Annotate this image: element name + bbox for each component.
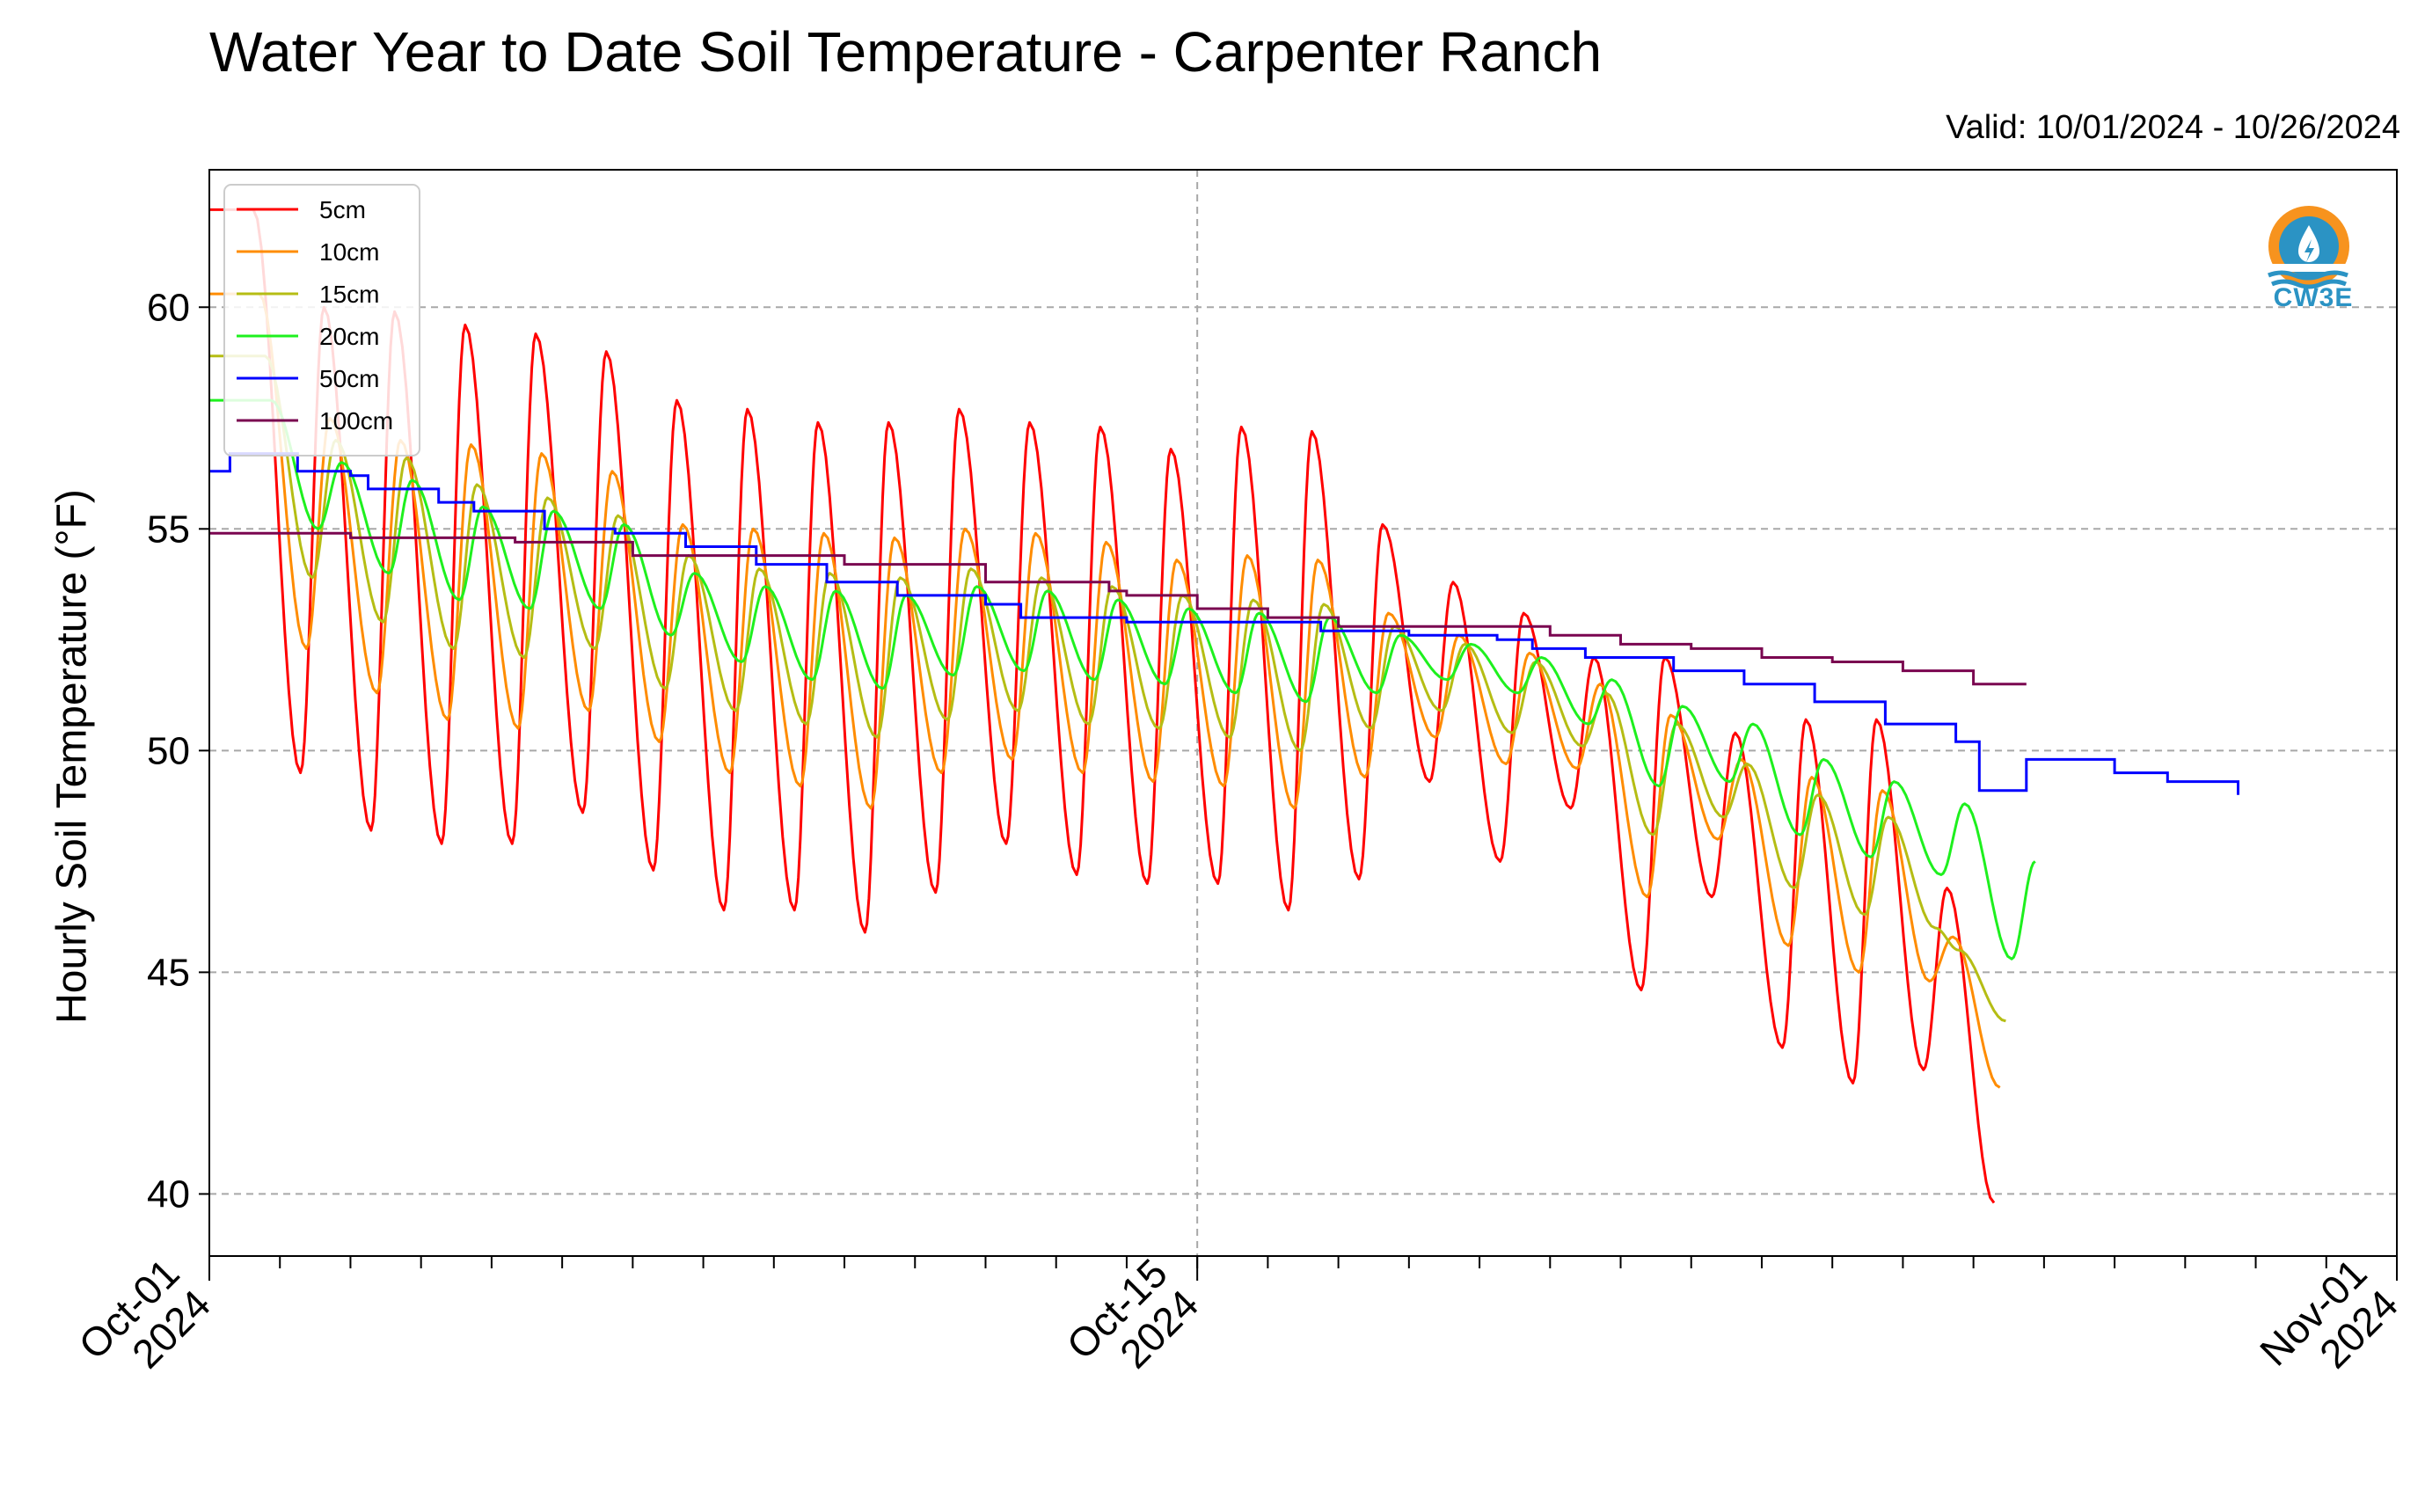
chart-title: Water Year to Date Soil Temperature - Ca… — [209, 20, 1603, 84]
legend-item-5cm[interactable]: 5cm — [237, 196, 366, 223]
y-tick-label: 40 — [147, 1172, 190, 1216]
legend-label: 15cm — [319, 281, 379, 308]
cw3e-logo-text: CW3E — [2273, 283, 2354, 312]
cw3e-water-drop-icon — [2268, 206, 2349, 289]
legend-label: 50cm — [319, 365, 379, 392]
y-tick-label: 50 — [147, 729, 190, 772]
legend[interactable]: 5cm 10cm 15cm 20cm 50cm 100cm — [223, 184, 420, 457]
legend-item-10cm[interactable]: 10cm — [237, 238, 379, 266]
series-line-5cm — [209, 208, 1996, 1204]
valid-date-range: Valid: 10/01/2024 - 10/26/2024 — [1946, 109, 2400, 146]
y-tick-label: 55 — [147, 508, 190, 551]
y-tick-label: 60 — [147, 286, 190, 329]
legend-item-50cm[interactable]: 50cm — [237, 365, 379, 392]
series-line-10cm — [209, 292, 2001, 1089]
legend-label: 100cm — [319, 407, 393, 435]
legend-label: 10cm — [319, 238, 379, 266]
series-line-50cm — [209, 452, 2239, 795]
series-lines — [209, 208, 2239, 1204]
legend-item-15cm[interactable]: 15cm — [237, 281, 379, 308]
plot-frame — [208, 169, 2398, 1257]
y-tick-label: 45 — [147, 951, 190, 994]
legend-label: 20cm — [319, 323, 379, 350]
series-line-100cm — [209, 531, 2027, 686]
series-line-15cm — [209, 354, 2006, 1023]
legend-item-20cm[interactable]: 20cm — [237, 323, 379, 350]
series-line-20cm — [209, 398, 2036, 961]
legend-label: 5cm — [319, 196, 366, 223]
legend-item-100cm[interactable]: 100cm — [237, 407, 393, 435]
